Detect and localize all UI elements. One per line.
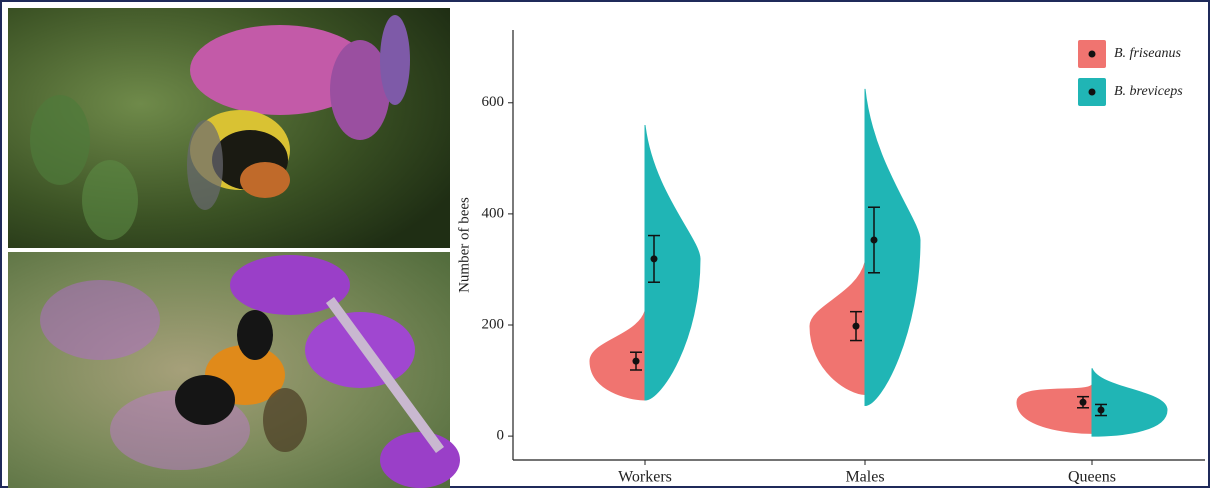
x-tick-label: Workers — [618, 469, 672, 486]
y-tick-label: 200 — [482, 316, 505, 332]
legend-dot — [1089, 89, 1096, 96]
legend-label: B. breviceps — [1114, 84, 1183, 99]
mean-point — [651, 255, 658, 262]
x-tick-label: Queens — [1068, 469, 1116, 486]
photo-top — [8, 8, 450, 248]
x-tick-label: Males — [845, 469, 884, 486]
photo-bottom — [8, 252, 460, 488]
violin — [1017, 385, 1092, 433]
mean-point — [1098, 407, 1105, 414]
y-tick-label: 600 — [482, 94, 505, 110]
mean-point — [853, 323, 860, 330]
y-tick-label: 0 — [497, 428, 505, 444]
legend-label: B. friseanus — [1114, 46, 1181, 61]
y-axis-label: Number of bees — [456, 197, 472, 293]
mean-point — [633, 358, 640, 365]
mean-point — [1080, 399, 1087, 406]
mean-point — [871, 237, 878, 244]
violin — [1092, 368, 1167, 436]
y-tick-label: 400 — [482, 205, 505, 221]
figure: Number of bees 0 200 400 600 Workers Males Que… — [0, 0, 1210, 488]
legend-dot — [1089, 51, 1096, 58]
